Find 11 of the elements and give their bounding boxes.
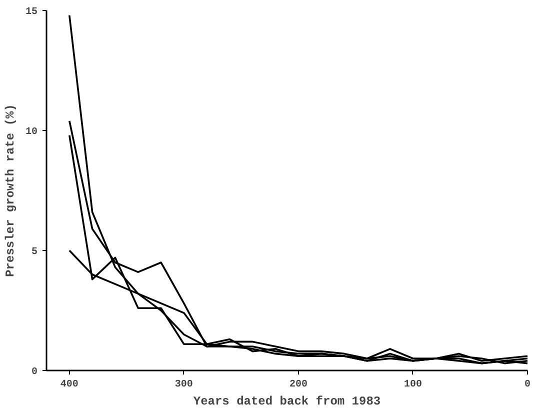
- x-tick-label: 200: [289, 380, 308, 390]
- x-tick-label: 100: [404, 380, 422, 390]
- y-tick-label: 5: [32, 247, 38, 258]
- y-axis-title: Pressler growth rate (%): [4, 104, 18, 277]
- x-tick-label: 400: [60, 380, 78, 390]
- x-axis-title: Years dated back from 1983: [193, 394, 381, 408]
- x-tick-label: 0: [524, 380, 531, 390]
- y-tick-label: 15: [26, 7, 38, 18]
- y-tick-label: 10: [26, 127, 38, 138]
- y-tick-label: 0: [32, 367, 38, 378]
- x-tick-label: 300: [174, 380, 193, 390]
